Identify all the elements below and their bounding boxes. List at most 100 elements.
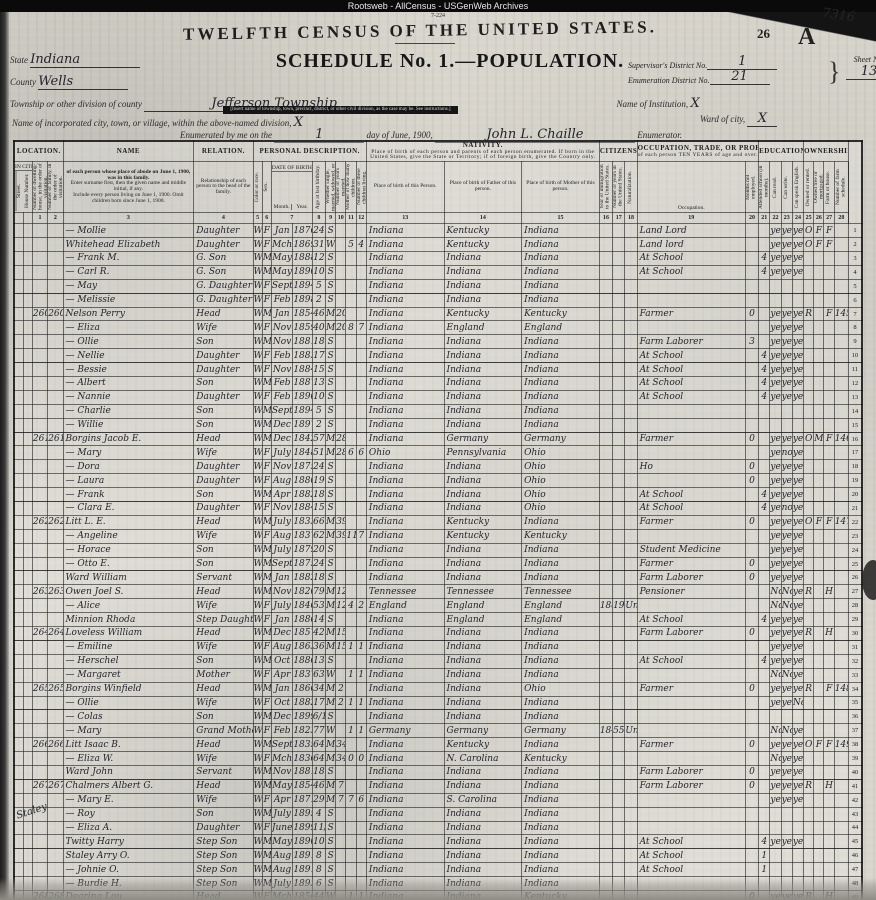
cell-birth-month: Jan (270, 570, 294, 586)
cell-birth-month: July (270, 445, 294, 461)
cell-sex: M (261, 417, 272, 433)
cell-pob-father: Indiana (443, 570, 523, 586)
cell-birth-year: 1888 (292, 251, 313, 266)
scan-left-edge-artifact (0, 12, 9, 900)
cell-age: 57 (311, 431, 327, 447)
cell-years-married (335, 862, 347, 878)
cell-months-not-employed (744, 639, 760, 655)
cell-relation: Daughter (193, 820, 254, 836)
cell-pob: Germany (365, 723, 445, 739)
cell-birth-month: Nov (270, 584, 294, 600)
cell-years-in-us (612, 514, 626, 530)
cell-name: Ward John (62, 764, 195, 780)
cell-owned-free (813, 334, 825, 350)
cell-marital: S (324, 278, 337, 294)
cell-name: Chalmers Albert G. (62, 778, 195, 794)
cell-name: — Charlie (62, 403, 195, 419)
cell-line-number: 44 (848, 820, 863, 836)
col-farm-house: Farm or house. (825, 170, 832, 204)
cell-pob-mother: Indiana (521, 542, 600, 558)
cell-years-in-us: 19 (612, 598, 626, 614)
cell-naturalization (624, 501, 638, 516)
cell-age: 66 (311, 514, 327, 530)
relation-note: Relationship of each person to the head … (193, 161, 254, 214)
cell-months-not-employed (744, 320, 760, 336)
table-header: LOCATION. NAME RELATION. PERSONAL DESCRI… (13, 140, 863, 225)
cell-dwelling-number (31, 723, 49, 739)
cell-immigration-year (598, 667, 614, 683)
cell-farm-schedule (833, 653, 849, 669)
cell-can-speak (791, 820, 805, 836)
cell-house (22, 709, 33, 725)
cell-naturalization (624, 528, 638, 544)
cell-can-speak: yes (791, 473, 805, 489)
cell-owned-rented (803, 389, 815, 405)
cell-house (22, 653, 33, 669)
cell-house (22, 264, 33, 280)
cell-mother-of (345, 389, 357, 405)
cell-birth-year: 1879 (292, 542, 313, 558)
cell-pob-mother: Indiana (521, 862, 600, 878)
cell-years-married (335, 403, 347, 419)
colnum: 28 (833, 212, 849, 225)
cell-pob-father: Indiana (443, 764, 523, 780)
cell-years-married: 2 (335, 681, 347, 697)
cell-birth-year: 1897 (292, 417, 313, 433)
cell-pob-father: Indiana (443, 348, 523, 364)
cell-can-speak: yes (791, 653, 805, 669)
cell-pob: Indiana (365, 292, 445, 308)
cell-naturalization (624, 473, 638, 489)
cell-children-living (355, 306, 367, 322)
cell-naturalization (624, 459, 638, 475)
cell-farm-house (823, 473, 835, 489)
cell-school-months: 4 (758, 348, 771, 364)
cell-dwelling-number: 264 (31, 626, 49, 641)
cell-marital: S (324, 862, 337, 878)
cell-can-speak (791, 278, 805, 294)
cell-dwelling-number: 262 (31, 514, 49, 530)
cell-sex: M (261, 848, 272, 864)
cell-can-speak: yes (791, 598, 805, 614)
cell-months-not-employed (744, 542, 760, 558)
cell-years-married: 15 (335, 626, 347, 641)
cell-children-living: 7 (355, 320, 367, 336)
cell-naturalization: Un (624, 723, 638, 739)
cell-dwelling-number (31, 487, 49, 503)
cell-months-not-employed: 0 (744, 626, 760, 641)
cell-years-married: 28 (335, 445, 347, 461)
cell-marital: S (324, 820, 337, 836)
cell-color: W (252, 653, 263, 669)
cell-mother-of (345, 653, 357, 669)
cell-school-months (758, 792, 771, 808)
cell-birth-month: Nov (270, 320, 294, 336)
cell-can-write: yes (780, 431, 793, 447)
cell-birth-month: Oct (270, 695, 294, 711)
cell-sex: F (261, 792, 272, 808)
district-block: Supervisor's District No. 1 Enumeration … (628, 54, 876, 86)
colnum: 4 (193, 212, 254, 225)
cell-house (22, 292, 33, 308)
cell-color: W (252, 709, 263, 725)
cell-occupation: Farmer (636, 514, 746, 530)
cell-pob-mother: Indiana (521, 737, 600, 753)
cell-can-speak (791, 862, 805, 878)
cell-line-number: 33 (848, 667, 863, 683)
cell-can-read: yes (769, 376, 782, 391)
cell-mother-of (345, 542, 357, 558)
cell-occupation: At School (636, 848, 746, 864)
col-family: Number of family, in the order of visita… (47, 164, 64, 211)
col-can-write: Can write. (782, 175, 789, 199)
cell-pob-mother: Indiana (521, 251, 600, 266)
cell-immigration-year (598, 362, 614, 378)
cell-line-number: 28 (848, 598, 863, 614)
cell-street (13, 556, 24, 572)
cell-street (13, 584, 24, 600)
cell-occupation: Farmer (636, 737, 746, 753)
cell-pob: Indiana (365, 764, 445, 780)
cell-can-read: yes (769, 334, 782, 350)
cell-marital: S (324, 403, 337, 419)
cell-naturalization (624, 764, 638, 780)
cell-can-read: No (769, 667, 782, 683)
cell-immigration-year (598, 473, 614, 489)
